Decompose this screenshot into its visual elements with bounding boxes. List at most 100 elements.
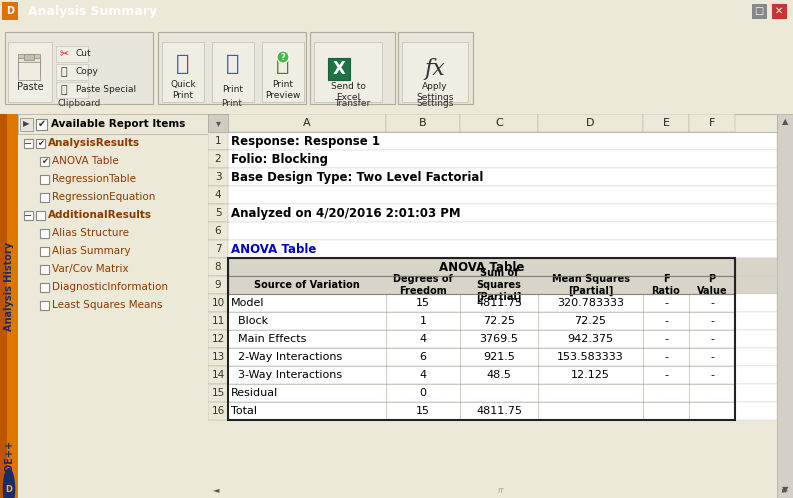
Text: 72.25: 72.25 — [483, 316, 515, 326]
Text: Alias Summary: Alias Summary — [52, 246, 131, 256]
Text: rr: rr — [497, 486, 504, 495]
Bar — [771, 3, 787, 19]
Text: Analysis History: Analysis History — [4, 242, 14, 331]
Bar — [689, 114, 735, 132]
Bar — [40, 229, 49, 238]
Bar — [208, 384, 228, 402]
Bar — [386, 114, 460, 132]
Bar — [208, 312, 228, 330]
Text: Apply
Settings: Apply Settings — [416, 82, 454, 102]
Text: 🖨: 🖨 — [176, 54, 190, 74]
Text: ANOVA Table: ANOVA Table — [52, 156, 119, 166]
Bar — [18, 54, 40, 72]
Text: 📋: 📋 — [61, 85, 67, 95]
Text: fx: fx — [424, 58, 446, 80]
Bar — [40, 265, 49, 274]
Text: 153.583333: 153.583333 — [557, 352, 624, 362]
Bar — [751, 3, 767, 19]
Text: D: D — [6, 6, 14, 16]
Bar — [314, 42, 382, 102]
Text: -: - — [710, 370, 714, 380]
Text: Main Effects: Main Effects — [231, 334, 306, 344]
Bar — [208, 168, 777, 186]
Bar — [643, 114, 689, 132]
Text: B: B — [419, 118, 427, 128]
Bar — [402, 42, 468, 102]
Bar — [208, 384, 777, 402]
Bar — [208, 330, 228, 348]
Text: Residual: Residual — [231, 388, 278, 398]
Text: 72.25: 72.25 — [574, 316, 607, 326]
Text: 4: 4 — [215, 190, 221, 200]
Text: DiagnosticInformation: DiagnosticInformation — [52, 282, 168, 292]
Bar — [228, 276, 735, 294]
Circle shape — [2, 468, 15, 498]
Bar — [208, 402, 228, 420]
Circle shape — [277, 51, 289, 63]
Text: 6: 6 — [419, 352, 427, 362]
Bar — [208, 276, 777, 294]
Bar — [208, 258, 228, 276]
Text: RegressionTable: RegressionTable — [52, 174, 136, 184]
Text: -: - — [710, 298, 714, 308]
Text: □: □ — [754, 6, 764, 16]
Bar — [36, 139, 45, 148]
Bar — [538, 114, 643, 132]
Bar — [460, 114, 538, 132]
Text: -: - — [664, 334, 668, 344]
Bar — [208, 222, 228, 240]
Text: 🖨: 🖨 — [226, 54, 239, 74]
Bar — [56, 82, 88, 98]
Text: 15: 15 — [212, 388, 224, 398]
Bar — [208, 294, 777, 312]
Bar — [158, 32, 306, 104]
Text: 1: 1 — [215, 136, 221, 146]
Text: Transfer: Transfer — [335, 99, 370, 108]
Text: 1: 1 — [419, 316, 427, 326]
Bar — [208, 348, 228, 366]
Text: Response: Response 1: Response: Response 1 — [231, 134, 380, 147]
Text: -: - — [664, 316, 668, 326]
Bar — [40, 157, 49, 166]
Text: Print: Print — [223, 86, 243, 95]
Bar — [56, 46, 88, 62]
Text: -: - — [664, 352, 668, 362]
Bar — [20, 118, 33, 131]
Text: DOE++: DOE++ — [4, 439, 14, 479]
Bar — [40, 175, 49, 184]
Text: Model: Model — [231, 298, 265, 308]
Text: F
Ratio: F Ratio — [652, 274, 680, 296]
Text: −: − — [25, 138, 33, 148]
Text: 4: 4 — [419, 370, 427, 380]
Text: Block: Block — [231, 316, 268, 326]
Bar — [8, 42, 52, 102]
Bar — [208, 150, 228, 168]
Bar — [40, 193, 49, 202]
Bar — [36, 211, 45, 220]
Text: -: - — [710, 334, 714, 344]
Bar — [5, 32, 153, 104]
Text: F: F — [709, 118, 715, 128]
Bar — [777, 114, 793, 498]
Text: Available Report Items: Available Report Items — [51, 119, 186, 129]
Bar — [228, 114, 386, 132]
Text: 12: 12 — [212, 334, 224, 344]
Bar — [208, 204, 228, 222]
Text: Paste Special: Paste Special — [76, 86, 136, 95]
Text: 16: 16 — [212, 406, 224, 416]
Text: 15: 15 — [416, 406, 430, 416]
Text: 2-Way Interactions: 2-Way Interactions — [231, 352, 343, 362]
Bar — [228, 258, 735, 276]
Bar — [208, 294, 228, 312]
Bar — [2, 2, 18, 20]
Bar — [208, 204, 777, 222]
Text: ▲: ▲ — [782, 118, 788, 126]
Text: 10: 10 — [212, 298, 224, 308]
Text: 8: 8 — [215, 262, 221, 272]
Bar — [208, 276, 228, 294]
Text: 15: 15 — [416, 298, 430, 308]
Text: 9: 9 — [215, 280, 221, 290]
Bar — [208, 132, 777, 150]
Text: ▼: ▼ — [782, 486, 788, 495]
Bar — [56, 64, 88, 80]
